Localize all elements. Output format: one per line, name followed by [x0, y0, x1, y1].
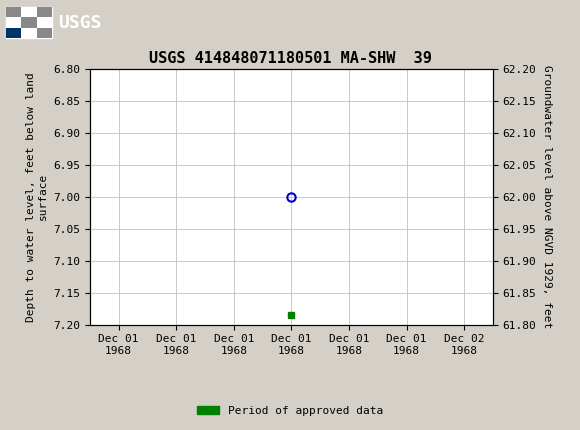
- Y-axis label: Groundwater level above NGVD 1929, feet: Groundwater level above NGVD 1929, feet: [542, 65, 552, 329]
- Bar: [37, 7, 52, 17]
- Bar: [37, 17, 52, 28]
- Y-axis label: Depth to water level, feet below land
surface: Depth to water level, feet below land su…: [26, 72, 48, 322]
- Bar: [21, 7, 37, 17]
- Bar: [6, 28, 21, 38]
- Bar: [21, 17, 37, 28]
- Text: USGS 414848071180501 MA-SHW  39: USGS 414848071180501 MA-SHW 39: [148, 51, 432, 65]
- Bar: [37, 28, 52, 38]
- FancyBboxPatch shape: [6, 7, 52, 38]
- Bar: [6, 7, 21, 17]
- Bar: [6, 17, 21, 28]
- Bar: [21, 28, 37, 38]
- Legend: Period of approved data: Period of approved data: [193, 401, 387, 420]
- Text: USGS: USGS: [58, 14, 102, 31]
